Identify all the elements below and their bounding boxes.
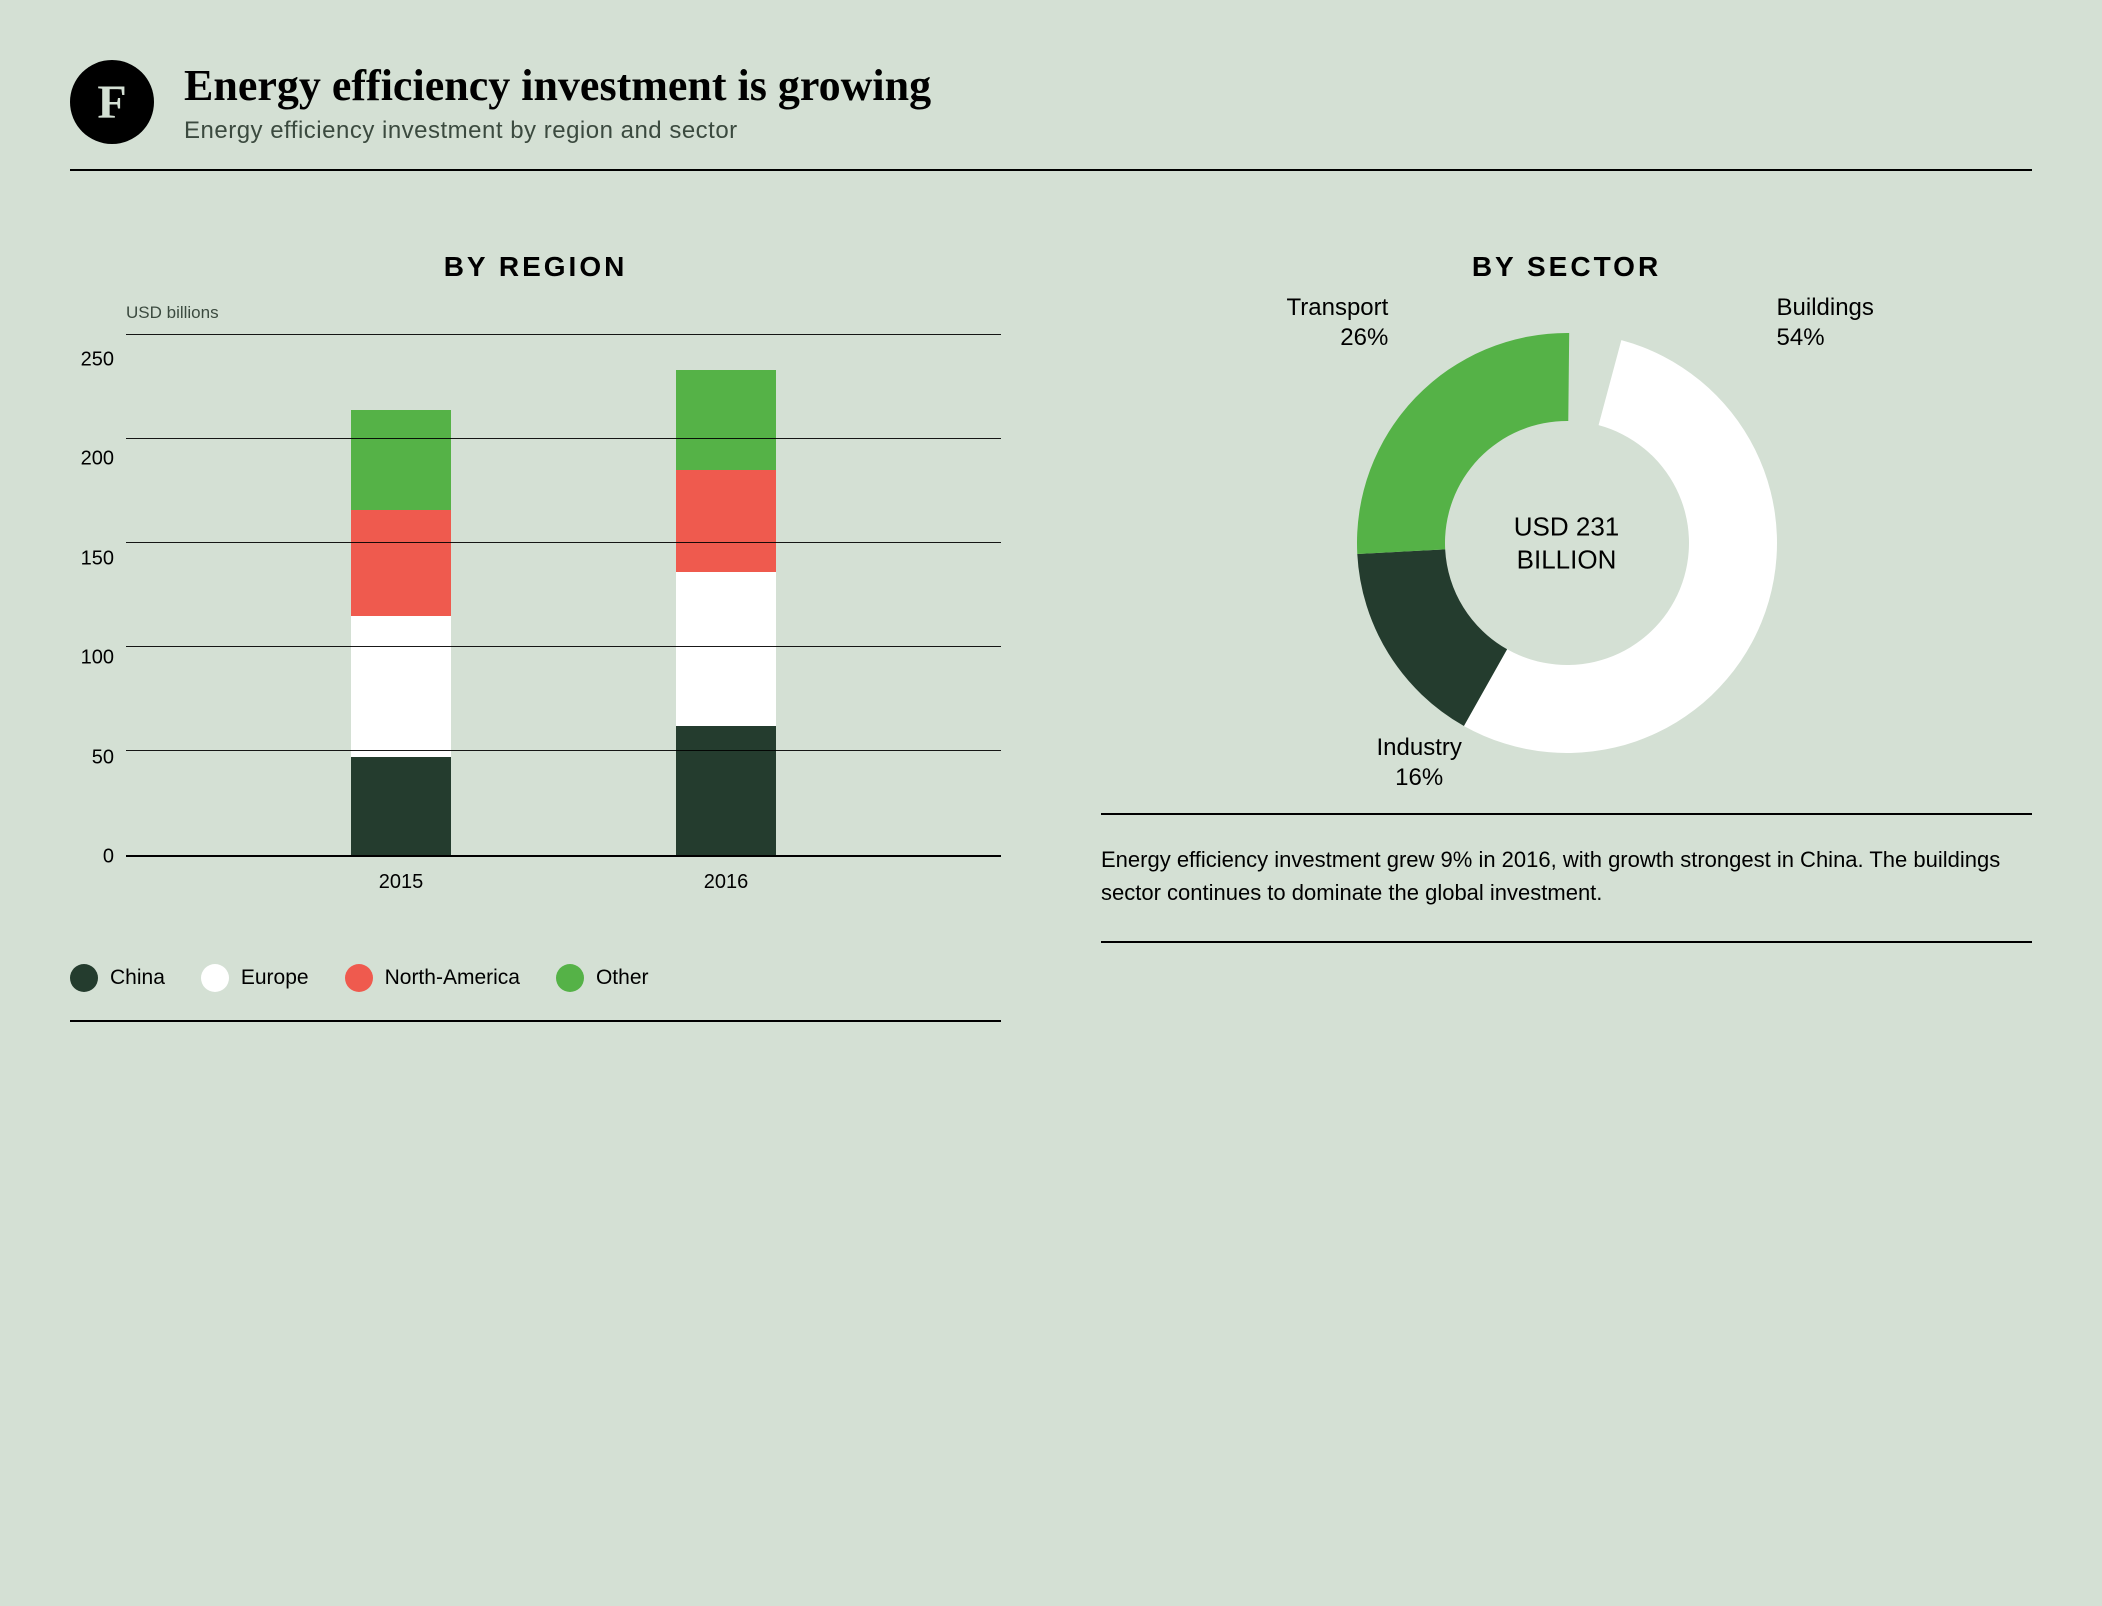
bar-stack: [676, 370, 776, 855]
x-axis-labels: 2015 2016: [70, 871, 1001, 894]
y-tick: 200: [70, 448, 114, 471]
bar-segment-other: [351, 410, 451, 510]
legend-item: Other: [556, 964, 649, 992]
title-block: Energy efficiency investment is growing …: [184, 60, 2032, 145]
two-column-layout: BY REGION USD billions 0 50 100 150 200 250 2…: [70, 251, 2032, 1022]
grid-line: [126, 542, 1001, 543]
y-tick: 150: [70, 547, 114, 570]
slice-label-buildings: Buildings54%: [1777, 293, 1874, 353]
slice-name: Transport: [1287, 294, 1389, 321]
bar-segment-europe: [351, 616, 451, 757]
x-tick: 2015: [351, 871, 451, 894]
slice-pct: 16%: [1377, 763, 1462, 793]
slice-pct: 54%: [1777, 323, 1874, 353]
bar-chart-title: BY REGION: [70, 251, 1001, 283]
left-bottom-rule: [70, 1020, 1001, 1022]
logo-letter: F: [97, 75, 126, 130]
header: F Energy efficiency investment is growin…: [70, 60, 2032, 145]
slice-name: Industry: [1377, 734, 1462, 761]
caption-text: Energy efficiency investment grew 9% in …: [1101, 843, 2032, 909]
slice-name: Buildings: [1777, 294, 1874, 321]
y-tick: 100: [70, 647, 114, 670]
legend-item: China: [70, 964, 165, 992]
center-line-2: BILLION: [1517, 544, 1617, 574]
by-sector-panel: BY SECTOR USD 231 BILLION Buildings54%In…: [1101, 251, 2032, 943]
logo-badge: F: [70, 60, 154, 144]
header-rule: [70, 169, 2032, 171]
grid-line: [126, 334, 1001, 335]
y-tick: 0: [70, 845, 114, 868]
slice-pct: 26%: [1287, 323, 1389, 353]
page-title: Energy efficiency investment is growing: [184, 60, 2032, 111]
donut-chart-title: BY SECTOR: [1101, 251, 2032, 283]
y-axis-ticks: 050100150200250: [70, 337, 126, 857]
legend-item: North-America: [345, 964, 520, 992]
legend-swatch: [345, 964, 373, 992]
legend-swatch: [556, 964, 584, 992]
donut-center-text: USD 231 BILLION: [1514, 511, 1620, 576]
bar-segment-china: [676, 726, 776, 855]
bar-segment-other: [676, 370, 776, 470]
legend-label: China: [110, 966, 165, 990]
plot-area: [126, 337, 1001, 857]
page-subtitle: Energy efficiency investment by region a…: [184, 117, 2032, 145]
bars-row: [126, 337, 1001, 855]
donut-chart: USD 231 BILLION Buildings54%Industry16%T…: [1347, 323, 1787, 763]
grid-line: [126, 438, 1001, 439]
legend-label: Europe: [241, 966, 309, 990]
legend-label: Other: [596, 966, 649, 990]
bar-segment-europe: [676, 572, 776, 726]
grid-line: [126, 750, 1001, 751]
bar-segment-north-america: [676, 470, 776, 572]
by-region-panel: BY REGION USD billions 0 50 100 150 200 250 2…: [70, 251, 1001, 1022]
bar-stack: [351, 410, 451, 855]
right-mid-rule: [1101, 813, 2032, 815]
slice-label-transport: Transport26%: [1287, 293, 1389, 353]
slice-label-industry: Industry16%: [1377, 733, 1462, 793]
y-tick: 50: [70, 746, 114, 769]
center-line-1: USD 231: [1514, 512, 1620, 542]
y-tick: 250: [70, 349, 114, 372]
bar-segment-north-america: [351, 510, 451, 616]
bar-chart: 050100150200250: [70, 337, 1001, 857]
legend: China Europe North-America Other: [70, 964, 1001, 992]
legend-item: Europe: [201, 964, 309, 992]
legend-label: North-America: [385, 966, 520, 990]
right-bottom-rule: [1101, 941, 2032, 943]
bar-segment-china: [351, 757, 451, 855]
legend-swatch: [70, 964, 98, 992]
grid-line: [126, 646, 1001, 647]
legend-swatch: [201, 964, 229, 992]
y-axis-label: USD billions: [70, 303, 1001, 323]
x-tick: 2016: [676, 871, 776, 894]
